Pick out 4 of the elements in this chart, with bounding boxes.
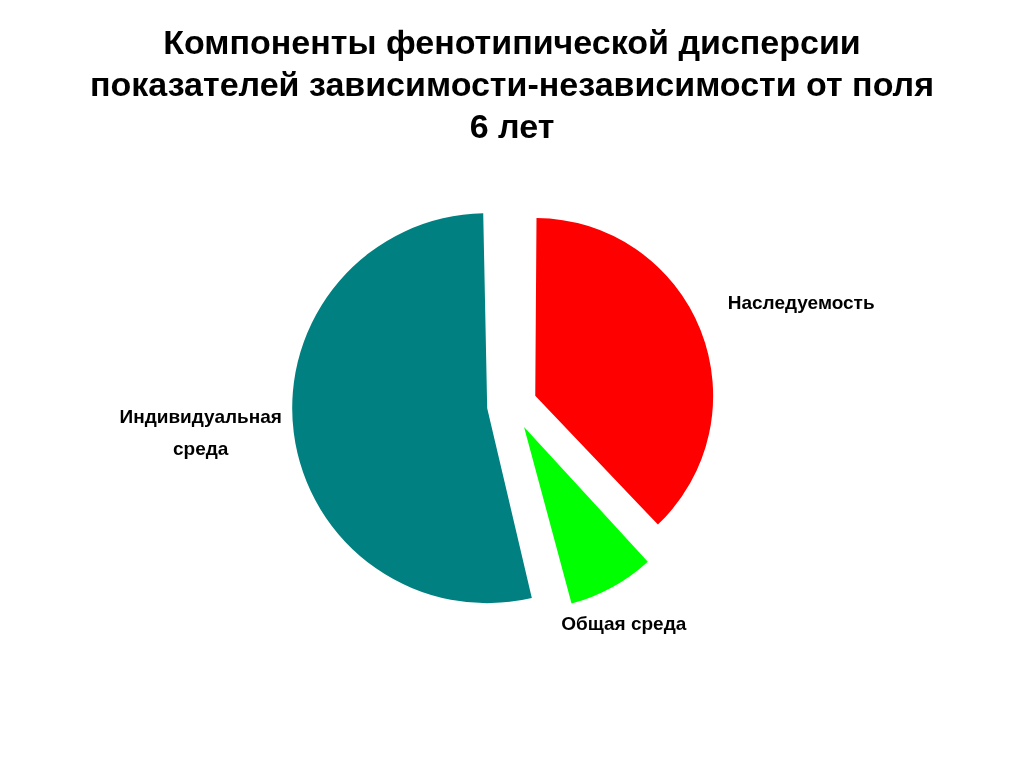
- slice-label: Наследуемость: [727, 291, 875, 313]
- slice-label: Индивидуальная среда: [119, 406, 282, 460]
- chart-title: Компоненты фенотипической дисперсии показателей зависимости-независимости от поля 6 лет: [89, 22, 935, 147]
- slice-label: Общая среда: [561, 612, 687, 634]
